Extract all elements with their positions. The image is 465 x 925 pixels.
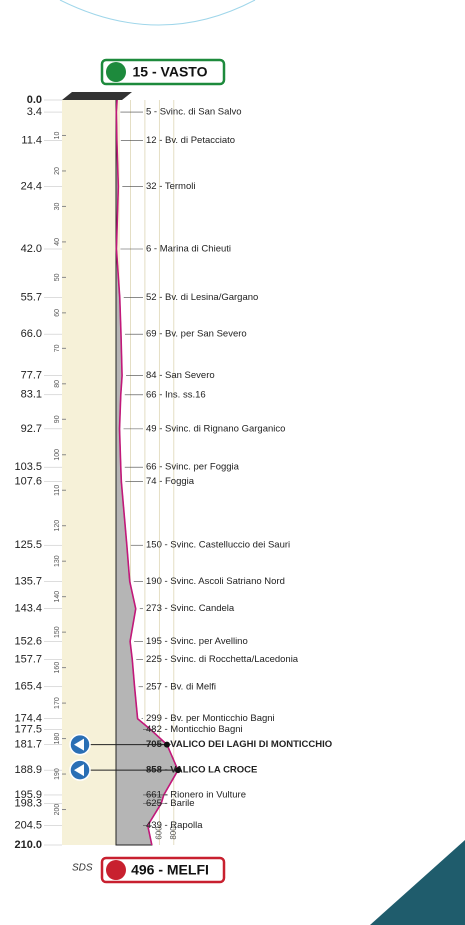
x-tick-label: 55.7 — [21, 292, 42, 304]
endpoint-box — [100, 58, 226, 86]
x-tick-label: 107.6 — [14, 476, 42, 488]
x-tick-label: 188.9 — [14, 764, 42, 776]
waypoint-label: 299 - Bv. per Monticchio Bagni — [146, 713, 275, 724]
waypoint-label: 705 - VALICO DEI LAGHI DI MONTICCHIO — [146, 739, 332, 750]
x-tick-label: 125.5 — [14, 539, 42, 551]
x-tick-label: 135.7 — [14, 575, 42, 587]
x-tick-label: 210.0 — [14, 839, 42, 851]
x-tick-label: 24.4 — [21, 180, 42, 192]
minor-tick-label: 40 — [54, 238, 61, 246]
waypoint-label: 32 - Termoli — [146, 181, 195, 192]
minor-tick-label: 50 — [54, 273, 61, 281]
summit-dot — [163, 741, 170, 748]
endpoint-label: 15 - VASTO — [133, 64, 208, 80]
minor-tick-label: 160 — [54, 662, 61, 674]
y-tick-label: 600 — [154, 826, 163, 840]
waypoint-label: 49 - Svinc. di Rignano Garganico — [146, 423, 285, 434]
y-tick-label: 800 — [169, 826, 178, 840]
endpoint-icon — [106, 62, 126, 82]
waypoint-label: 6 - Marina di Chieuti — [146, 244, 231, 255]
minor-tick-label: 130 — [54, 555, 61, 567]
x-tick-label: 42.0 — [21, 243, 42, 255]
waypoint-label: 150 - Svinc. Castelluccio dei Sauri — [146, 540, 290, 551]
minor-tick-label: 170 — [54, 697, 61, 709]
x-tick-label: 11.4 — [21, 134, 42, 146]
minor-tick-label: 180 — [54, 733, 61, 745]
minor-tick-label: 60 — [54, 309, 61, 317]
minor-tick-label: 200 — [54, 804, 61, 816]
x-tick-label: 174.4 — [14, 713, 42, 725]
x-tick-label: 66.0 — [21, 328, 42, 340]
start-cap — [62, 92, 132, 100]
decor — [59, 0, 256, 26]
waypoint-label: 52 - Bv. di Lesina/Gargano — [146, 292, 258, 303]
waypoint-label: 12 - Bv. di Petacciato — [146, 135, 235, 146]
plot-area — [62, 100, 120, 845]
x-tick-label: 0.0 — [27, 94, 42, 106]
waypoint-label: 69 - Bv. per San Severo — [146, 329, 247, 340]
minor-tick-label: 190 — [54, 768, 61, 780]
waypoint-label: 625 - Barile — [146, 798, 195, 809]
minor-tick-label: 110 — [54, 485, 61, 496]
minor-tick-label: 150 — [54, 626, 61, 638]
waypoint-label: 439 - Rapolla — [146, 820, 203, 831]
minor-tick-label: 80 — [54, 380, 61, 388]
minor-tick-label: 20 — [54, 167, 61, 175]
waypoint-label: 5 - Svinc. di San Salvo — [146, 107, 242, 118]
waypoint-label: 190 - Svinc. Ascoli Satriano Nord — [146, 576, 285, 587]
summit-arrow — [74, 738, 84, 751]
waypoint-label: 74 - Foggia — [146, 476, 195, 487]
minor-tick-label: 100 — [54, 449, 61, 461]
minor-tick-label: 140 — [54, 591, 61, 603]
waypoint-label: 84 - San Severo — [146, 370, 215, 381]
waypoint-label: 858 - VALICO LA CROCE — [146, 765, 257, 776]
minor-tick-label: 30 — [54, 202, 61, 210]
x-tick-label: 103.5 — [14, 461, 42, 473]
x-tick-label: 157.7 — [14, 653, 42, 665]
x-tick-label: 198.3 — [14, 797, 42, 809]
minor-tick-label: 10 — [54, 131, 61, 139]
waypoint-label: 482 - Monticchio Bagni — [146, 724, 243, 735]
waypoint-label: 225 - Svinc. di Rocchetta/Lacedonia — [146, 654, 299, 665]
x-tick-label: 3.4 — [27, 106, 42, 118]
waypoint-label: 66 - Svinc. per Foggia — [146, 462, 240, 473]
footer: SDS — [72, 863, 93, 874]
minor-tick-label: 90 — [54, 415, 61, 423]
endpoint-icon — [106, 860, 126, 880]
x-tick-label: 83.1 — [21, 389, 42, 401]
x-tick-label: 152.6 — [14, 635, 42, 647]
minor-tick-label: 120 — [54, 520, 61, 532]
waypoint-label: 661 - Rionero in Vulture — [146, 789, 246, 800]
summit-dot — [175, 767, 181, 774]
x-tick-label: 165.4 — [14, 681, 42, 693]
x-tick-label: 195.9 — [14, 789, 42, 801]
endpoint-label: 496 - MELFI — [131, 862, 209, 878]
summit-arrow — [74, 764, 84, 777]
x-tick-label: 92.7 — [21, 423, 42, 435]
waypoint-label: 273 - Svinc. Candela — [146, 603, 235, 614]
minor-tick-label: 70 — [54, 344, 61, 352]
x-tick-label: 177.5 — [14, 724, 42, 736]
x-tick-label: 181.7 — [14, 739, 42, 751]
endpoint-box — [100, 856, 226, 884]
profile-line — [115, 99, 179, 846]
waypoint-label: 195 - Svinc. per Avellino — [146, 636, 248, 647]
decor — [370, 840, 465, 925]
x-tick-label: 143.4 — [14, 603, 42, 615]
waypoint-label: 66 - Ins. ss.16 — [146, 389, 206, 400]
waypoint-label: 257 - Bv. di Melfi — [146, 681, 216, 692]
x-tick-label: 204.5 — [14, 819, 42, 831]
x-tick-label: 77.7 — [21, 370, 42, 382]
